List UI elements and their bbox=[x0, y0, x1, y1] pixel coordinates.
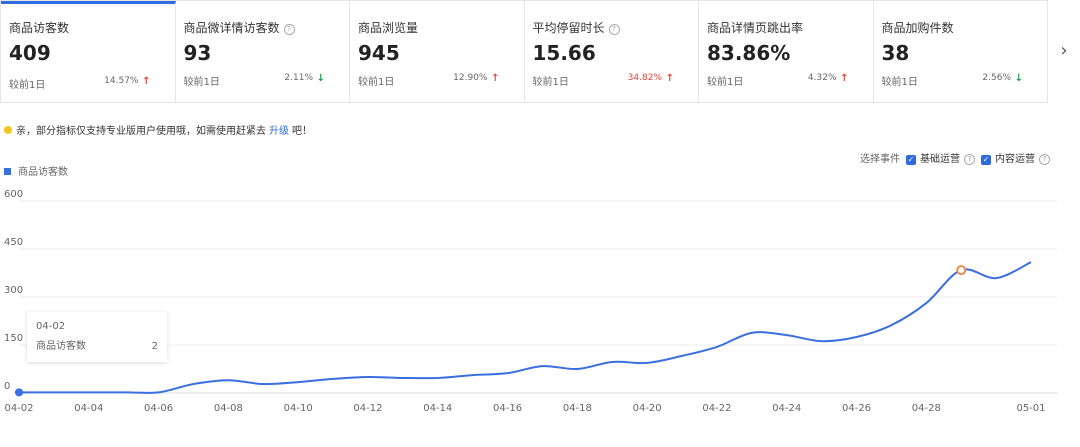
kpi-change: 12.90% bbox=[453, 73, 488, 83]
notice: 亲，部分指标仅支持专业版用户使用哦，如需使用赶紧去 升级 吧！ bbox=[4, 122, 312, 137]
kpi-compare: 较前1日 bbox=[707, 77, 744, 88]
event-name: 基础运营 bbox=[920, 154, 960, 165]
x-tick-label: 04-10 bbox=[284, 403, 313, 414]
kpi-title-row: 商品微详情访客数? bbox=[184, 19, 342, 36]
kpi-title-row: 商品访客数 bbox=[9, 19, 167, 36]
x-tick-label: 04-12 bbox=[353, 403, 382, 414]
change-arrow: ↓ bbox=[1014, 73, 1023, 84]
tooltip bbox=[27, 312, 167, 362]
x-tick-label: 04-08 bbox=[214, 403, 243, 414]
tooltip-value: 2 bbox=[152, 341, 158, 352]
help-icon: ? bbox=[1039, 154, 1050, 165]
x-tick-label: 04-14 bbox=[423, 403, 452, 414]
x-tick-label: 04-18 bbox=[563, 403, 592, 414]
kpi-value: 945 bbox=[358, 41, 400, 65]
event-name: 内容运营 bbox=[995, 154, 1035, 165]
kpi-change: 14.57% bbox=[104, 76, 139, 86]
kpi-title: 商品加购件数 bbox=[881, 21, 954, 35]
help-icon: ? bbox=[964, 154, 975, 165]
kpi-card[interactable]: 商品访客数 409 较前1日 14.57% ↑ bbox=[1, 1, 176, 102]
kpi-card[interactable]: 平均停留时长? 15.66 较前1日 34.82% ↑ bbox=[525, 1, 699, 102]
kpi-title-row: 平均停留时长? bbox=[533, 19, 691, 36]
y-tick-label: 0 bbox=[4, 381, 10, 392]
notice-icon bbox=[4, 126, 12, 134]
kpi-title: 商品详情页跳出率 bbox=[707, 21, 804, 35]
kpi-card[interactable]: 商品加购件数 38 较前1日 2.56% ↓ bbox=[874, 1, 1048, 102]
y-tick-label: 300 bbox=[4, 285, 23, 296]
x-tick-label: 05-01 bbox=[1016, 403, 1045, 414]
highlight-point bbox=[956, 265, 967, 276]
kpi-title-row: 商品详情页跳出率 bbox=[707, 19, 865, 36]
change-arrow: ↑ bbox=[665, 73, 674, 84]
kpi-change: 4.32% bbox=[807, 73, 837, 83]
upgrade-link[interactable]: 升级 bbox=[269, 126, 289, 137]
help-icon: ? bbox=[608, 24, 620, 35]
change-arrow: ↓ bbox=[316, 73, 325, 84]
kpi-compare: 较前1日 bbox=[881, 77, 918, 88]
checkbox[interactable]: ✓ bbox=[906, 155, 916, 165]
y-tick-label: 600 bbox=[4, 189, 23, 200]
kpi-compare: 较前1日 bbox=[532, 77, 569, 88]
event-selector: 选择事件 ✓ 基础运营? ✓ 内容运营? bbox=[860, 150, 1050, 165]
tooltip-title: 04-02 bbox=[36, 321, 65, 332]
kpi-value: 38 bbox=[881, 41, 910, 65]
kpi-compare: 较前1日 bbox=[183, 77, 220, 88]
x-tick-label: 04-26 bbox=[842, 403, 871, 414]
x-tick-label: 04-16 bbox=[493, 403, 522, 414]
kpi-value: 93 bbox=[183, 41, 212, 65]
kpi-change: 2.11% bbox=[284, 73, 313, 83]
kpi-card[interactable]: 商品浏览量 945 较前1日 12.90% ↑ bbox=[350, 1, 525, 102]
event-option[interactable]: ✓ 基础运营? bbox=[906, 150, 975, 165]
x-tick-label: 04-28 bbox=[912, 403, 941, 414]
notice-tail: 吧！ bbox=[292, 126, 312, 137]
legend-swatch bbox=[4, 168, 11, 175]
kpi-value: 83.86% bbox=[707, 41, 791, 65]
active-point bbox=[15, 388, 23, 397]
kpi-change: 34.82% bbox=[627, 73, 662, 83]
chart: 商品访客数 0 150 300 450 600 04-02 04-04 04-06 04-08 04… bbox=[4, 165, 1058, 414]
kpi-title: 商品浏览量 bbox=[358, 21, 419, 35]
notice-text: 亲，部分指标仅支持专业版用户使用哦，如需使用赶紧去 bbox=[16, 126, 266, 137]
change-arrow: ↑ bbox=[840, 73, 849, 84]
x-tick-label: 04-04 bbox=[74, 403, 103, 414]
x-tick-label: 04-22 bbox=[702, 403, 731, 414]
kpi-title-row: 商品浏览量 bbox=[358, 19, 516, 36]
change-arrow: ↑ bbox=[491, 73, 500, 84]
event-label: 选择事件 bbox=[860, 154, 900, 165]
y-tick-label: 150 bbox=[4, 333, 23, 344]
kpi-card[interactable]: 商品详情页跳出率 83.86% 较前1日 4.32% ↑ bbox=[699, 1, 874, 102]
kpi-title: 商品访客数 bbox=[9, 21, 70, 35]
legend-label: 商品访客数 bbox=[18, 165, 68, 178]
kpi-value: 409 bbox=[9, 41, 51, 65]
checkbox[interactable]: ✓ bbox=[981, 155, 991, 165]
change-arrow: ↑ bbox=[142, 76, 151, 87]
kpi-compare: 较前1日 bbox=[358, 77, 395, 88]
kpi-title: 平均停留时长 bbox=[532, 21, 605, 35]
kpi-title: 商品微详情访客数 bbox=[183, 21, 280, 35]
x-tick-label: 04-24 bbox=[772, 403, 801, 414]
series-line bbox=[18, 261, 1032, 394]
kpi-card[interactable]: 商品微详情访客数? 93 较前1日 2.11% ↓ bbox=[176, 1, 350, 102]
tooltip-label: 商品访客数 bbox=[36, 339, 86, 352]
x-tick-label: 04-20 bbox=[633, 403, 662, 414]
x-tick-label: 04-02 bbox=[4, 403, 33, 414]
event-option[interactable]: ✓ 内容运营? bbox=[981, 150, 1050, 165]
x-tick-label: 04-06 bbox=[144, 403, 173, 414]
kpi-change: 2.56% bbox=[982, 73, 1011, 83]
kpi-value: 15.66 bbox=[532, 41, 596, 65]
next-button[interactable]: › bbox=[1060, 40, 1068, 61]
kpi-title-row: 商品加购件数 bbox=[882, 19, 1040, 36]
y-tick-label: 450 bbox=[4, 237, 23, 248]
help-icon: ? bbox=[283, 24, 295, 35]
kpi-compare: 较前1日 bbox=[9, 80, 46, 91]
kpi-row: 商品访客数 409 较前1日 14.57% ↑ 商品微详情访客数? 93 较前1日 2.11% ↓… bbox=[0, 0, 1048, 103]
